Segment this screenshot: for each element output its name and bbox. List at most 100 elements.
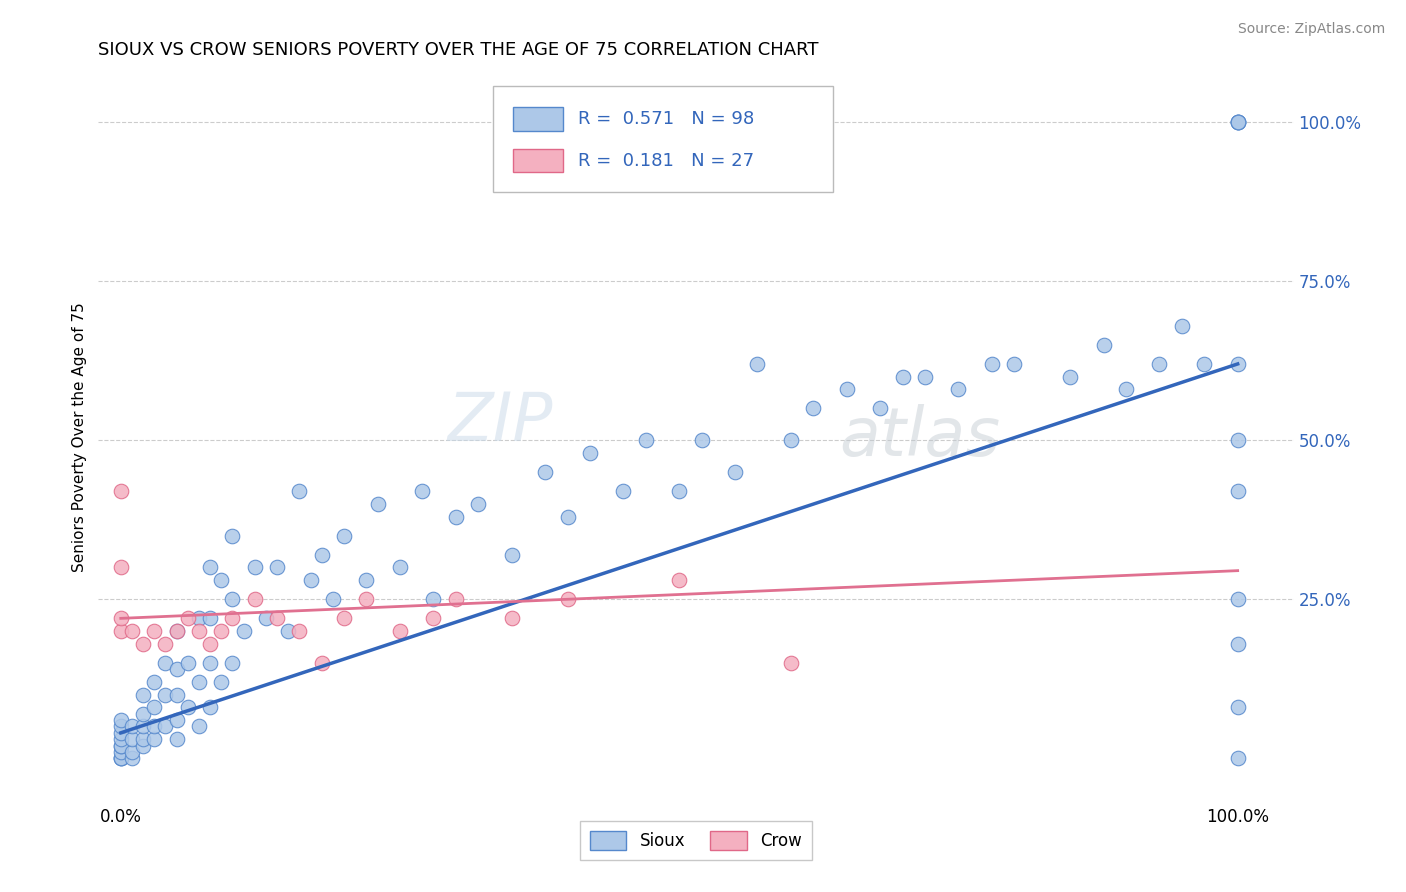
Point (155, 637, 177, 651)
Point (110, 560, 132, 574)
Text: SIOUX VS CROW SENIORS POVERTY OVER THE AGE OF 75 CORRELATION CHART: SIOUX VS CROW SENIORS POVERTY OVER THE A… (98, 41, 818, 59)
Point (444, 509, 467, 524)
Point (110, 739, 132, 753)
Point (155, 656, 177, 670)
Point (177, 656, 200, 670)
Point (1226, 115, 1249, 129)
Point (187, 611, 209, 625)
Text: Source: ZipAtlas.com: Source: ZipAtlas.com (1237, 22, 1385, 37)
Point (209, 624, 232, 638)
Point (356, 573, 378, 587)
Point (143, 675, 166, 690)
Point (166, 713, 188, 727)
Point (110, 719, 132, 733)
Point (232, 624, 254, 638)
Point (1115, 383, 1137, 397)
Point (143, 700, 166, 714)
Bar (513, 107, 564, 130)
Y-axis label: Seniors Poverty Over the Age of 75: Seniors Poverty Over the Age of 75 (72, 302, 87, 572)
Legend: Sioux, Crow: Sioux, Crow (579, 821, 813, 860)
Point (501, 611, 523, 625)
Point (110, 713, 132, 727)
Point (177, 700, 200, 714)
Point (110, 732, 132, 747)
Point (579, 446, 602, 460)
Point (166, 624, 188, 638)
Point (221, 529, 243, 543)
Point (1092, 338, 1115, 352)
Point (1192, 357, 1215, 371)
Point (557, 592, 579, 607)
Point (110, 751, 132, 765)
Text: atlas: atlas (839, 404, 1001, 470)
Point (110, 739, 132, 753)
Text: R =  0.571   N = 98: R = 0.571 N = 98 (578, 110, 754, 128)
Point (266, 611, 288, 625)
Point (311, 548, 333, 562)
Point (1002, 357, 1025, 371)
Point (132, 706, 155, 721)
Point (110, 751, 132, 765)
Point (411, 484, 433, 499)
Point (1226, 115, 1249, 129)
Point (121, 719, 143, 733)
Point (221, 592, 243, 607)
Point (143, 732, 166, 747)
Point (1171, 318, 1194, 333)
Point (132, 719, 155, 733)
Point (166, 688, 188, 702)
Point (557, 509, 579, 524)
Point (801, 401, 824, 416)
Point (243, 560, 266, 574)
Point (690, 434, 713, 448)
Point (198, 637, 221, 651)
Point (1226, 592, 1249, 607)
Point (388, 624, 411, 638)
Point (1226, 751, 1249, 765)
Point (299, 573, 322, 587)
Point (534, 465, 557, 479)
Point (288, 484, 311, 499)
Point (1226, 637, 1249, 651)
Point (1059, 369, 1081, 384)
Point (143, 719, 166, 733)
Point (422, 592, 444, 607)
Point (110, 611, 132, 625)
Point (444, 592, 467, 607)
Text: R =  0.181   N = 27: R = 0.181 N = 27 (578, 152, 754, 169)
Point (1226, 115, 1249, 129)
Point (1226, 357, 1249, 371)
Point (288, 624, 311, 638)
FancyBboxPatch shape (494, 86, 834, 192)
Point (198, 611, 221, 625)
Point (388, 560, 411, 574)
Text: ZIP: ZIP (447, 390, 553, 456)
Point (221, 656, 243, 670)
Point (155, 688, 177, 702)
Point (110, 624, 132, 638)
Point (121, 624, 143, 638)
Point (501, 548, 523, 562)
Point (121, 751, 143, 765)
Point (467, 497, 489, 511)
Point (367, 497, 389, 511)
Point (121, 745, 143, 759)
Point (110, 751, 132, 765)
Point (668, 573, 690, 587)
Point (1226, 700, 1249, 714)
Point (110, 484, 132, 499)
Point (981, 357, 1004, 371)
Point (1226, 434, 1249, 448)
Point (780, 656, 803, 670)
Bar (513, 149, 564, 172)
Point (277, 624, 299, 638)
Point (948, 383, 970, 397)
Point (333, 611, 356, 625)
Point (209, 675, 232, 690)
Point (177, 611, 200, 625)
Point (198, 560, 221, 574)
Point (1149, 357, 1171, 371)
Point (422, 611, 444, 625)
Point (187, 624, 209, 638)
Point (914, 369, 936, 384)
